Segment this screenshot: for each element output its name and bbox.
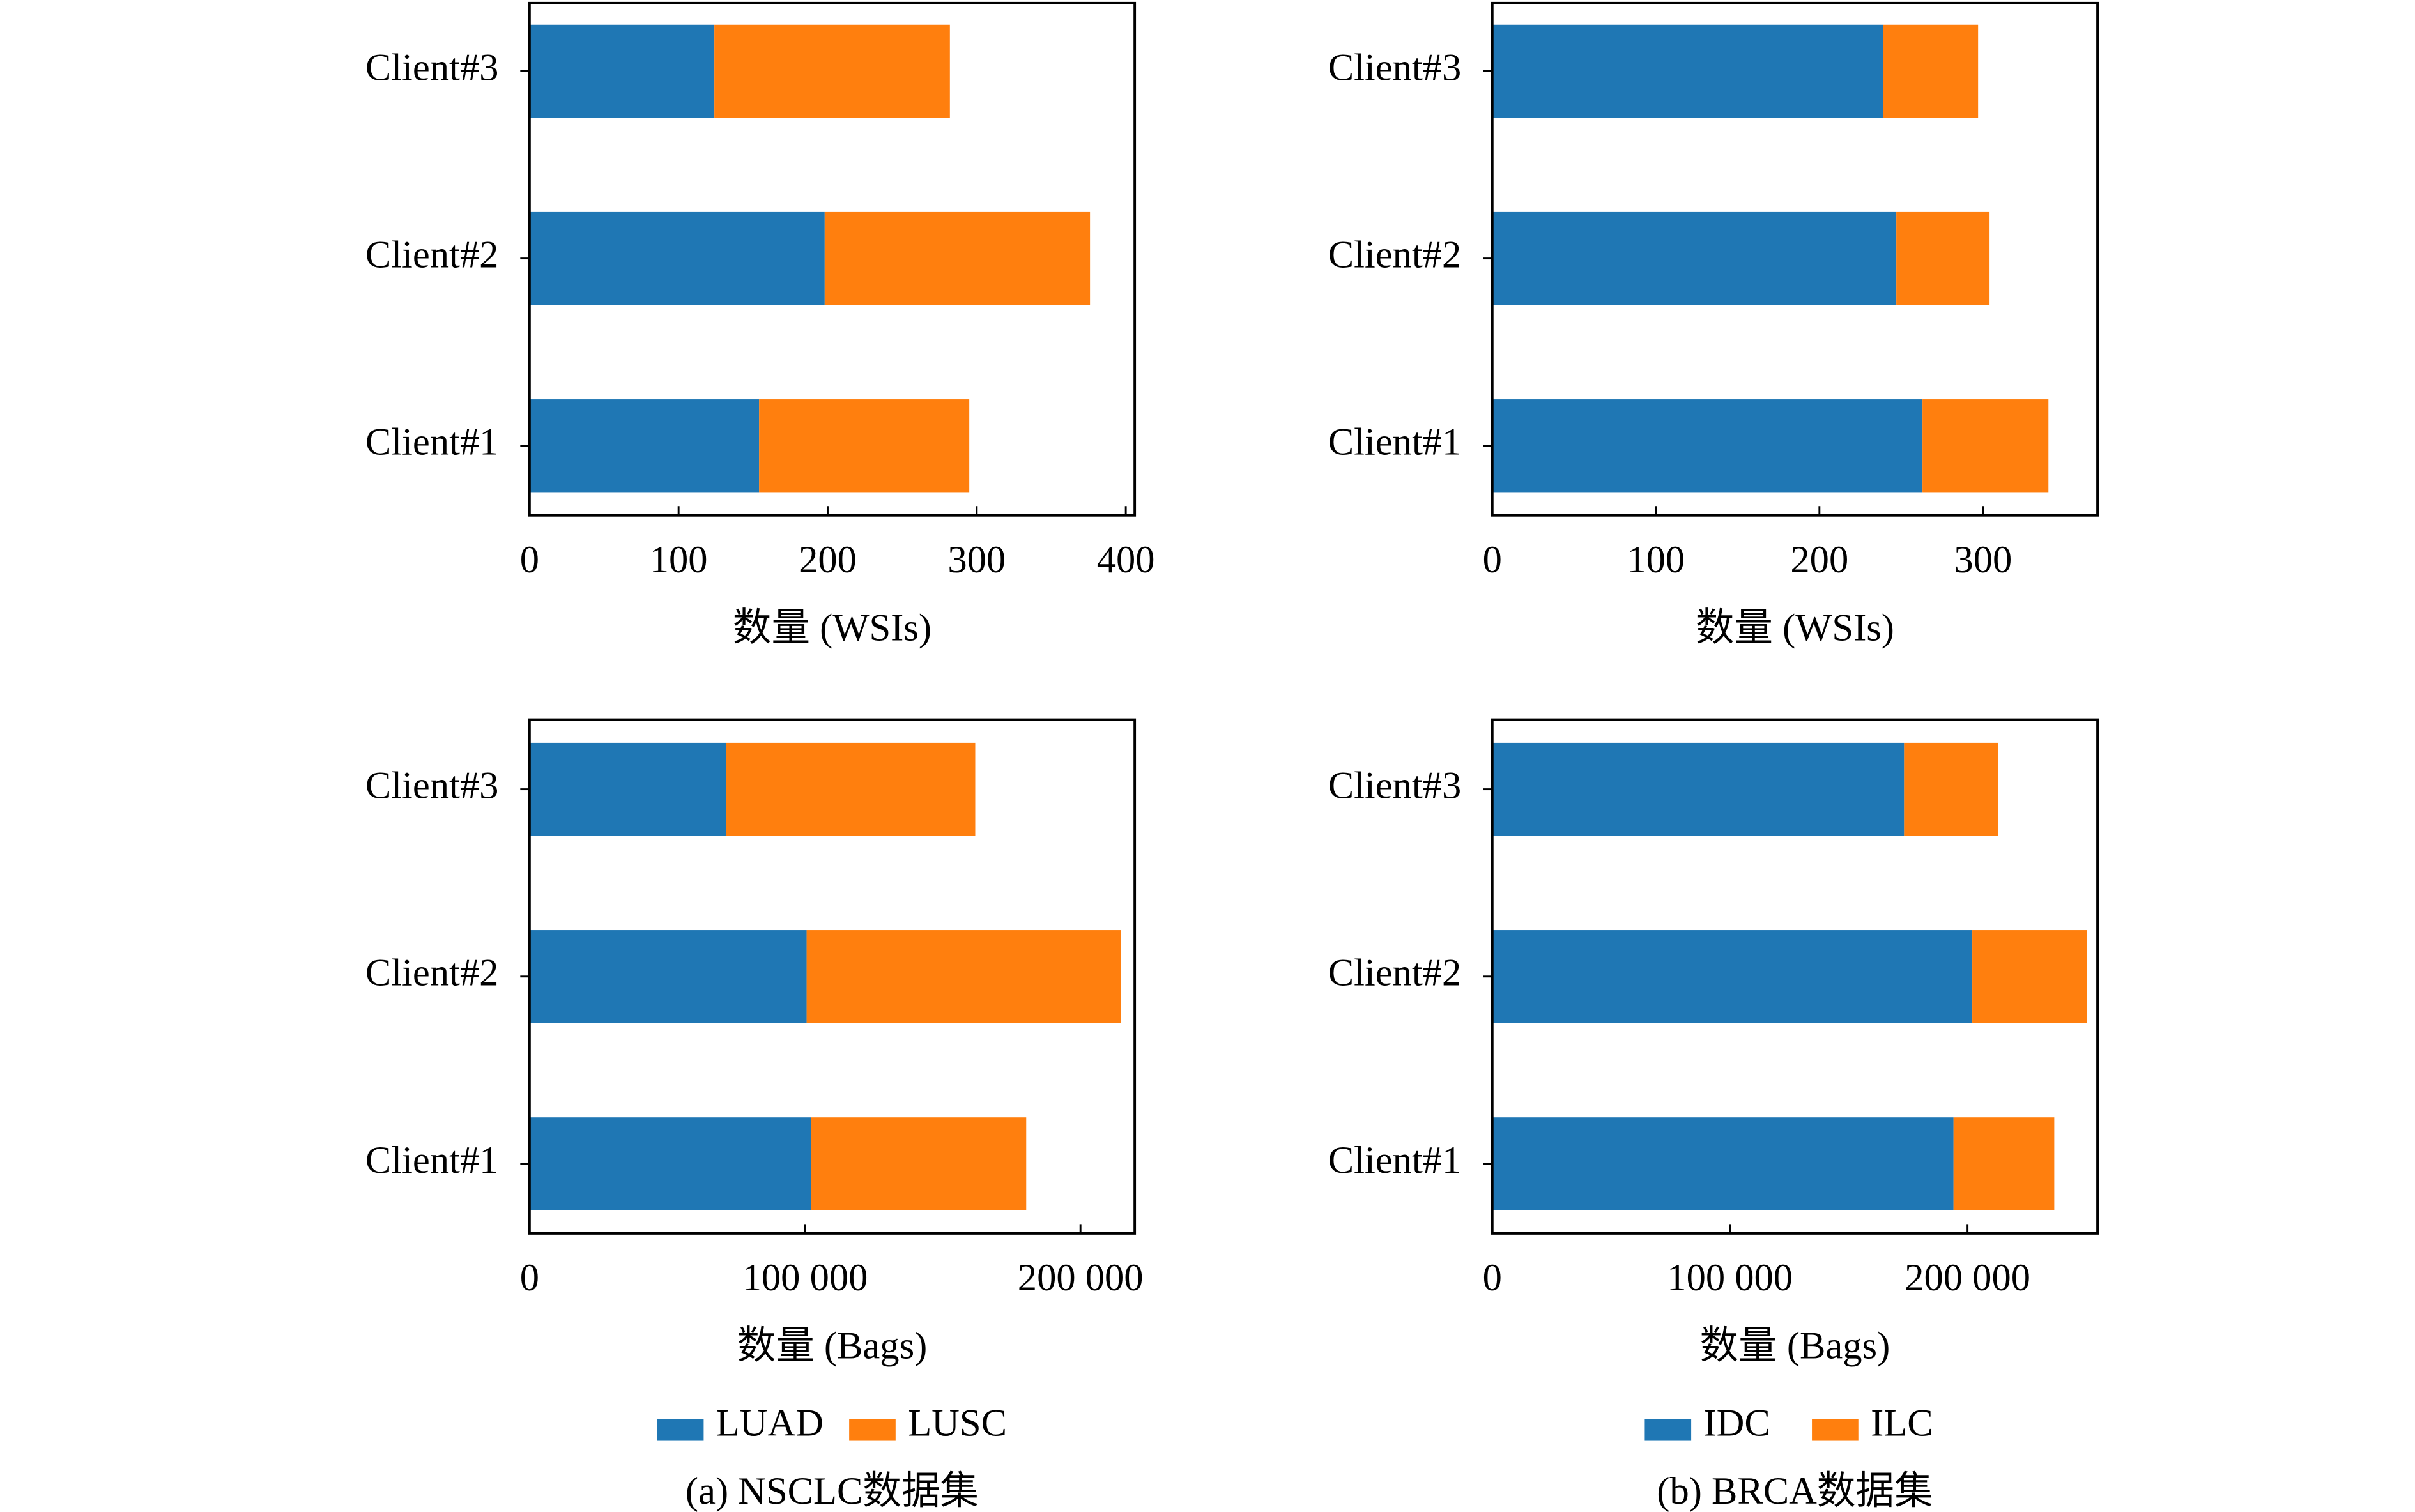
x-axis-label: 数量 (Bags) [1700, 1325, 1890, 1368]
plot-frame [528, 718, 1137, 1235]
bar-segment [726, 742, 976, 836]
bar-segment [1492, 742, 1905, 836]
bar-segment [1883, 24, 1979, 118]
x-tick-label: 0 [520, 1256, 539, 1299]
legend-swatch [657, 1419, 704, 1441]
legend-swatch [1644, 1419, 1692, 1441]
plot-frame [1491, 1, 2099, 517]
bar-segment [529, 211, 825, 305]
x-tick-label: 200 [1790, 538, 1848, 581]
x-tick-label: 0 [520, 538, 539, 581]
y-tick-label: Client#1 [1328, 421, 1462, 464]
bar-segment [1492, 930, 1973, 1023]
x-tick-label: 0 [1483, 1256, 1502, 1299]
plot-frame [528, 1, 1137, 517]
bar-segment [1492, 399, 1923, 493]
plot-frame [1491, 718, 2099, 1235]
bar-segment [1896, 211, 1990, 305]
bar-segment [824, 211, 1091, 305]
y-tick-label: Client#1 [365, 1139, 499, 1182]
bar-segment [529, 742, 726, 836]
x-axis-label: 数量 (Bags) [737, 1325, 928, 1368]
y-tick-label: Client#1 [365, 421, 499, 464]
x-tick-label: 200 [799, 538, 857, 581]
bar-segment [529, 399, 760, 493]
x-tick-label: 200 000 [1905, 1256, 2030, 1299]
y-tick-label: Client#3 [1328, 764, 1462, 807]
bar-segment [1492, 1117, 1954, 1210]
bar-segment [1492, 211, 1897, 305]
y-tick-label: Client#2 [1328, 233, 1462, 276]
bar-segment [1492, 24, 1883, 118]
y-tick-label: Client#1 [1328, 1139, 1462, 1182]
x-tick-label: 400 [1097, 538, 1155, 581]
x-tick-label: 300 [1954, 538, 2012, 581]
x-tick-label: 0 [1483, 538, 1502, 581]
bar-segment [529, 24, 715, 118]
x-axis-label: 数量 (WSIs) [733, 606, 931, 649]
legend-label: LUSC [908, 1402, 1007, 1445]
x-axis-label: 数量 (WSIs) [1696, 606, 1894, 649]
y-tick-label: Client#2 [365, 233, 499, 276]
y-tick-label: Client#2 [365, 952, 499, 995]
bar-segment [529, 930, 807, 1023]
y-tick-label: Client#3 [1328, 46, 1462, 89]
bar-segment [1904, 742, 1998, 836]
caption: (a) NSCLC数据集 [686, 1470, 979, 1512]
legend-label: ILC [1871, 1402, 1933, 1445]
legend-label: LUAD [716, 1402, 824, 1445]
x-tick-label: 100 000 [1667, 1256, 1793, 1299]
caption: (b) BRCA数据集 [1657, 1470, 1933, 1512]
x-tick-label: 300 [947, 538, 1006, 581]
bar-segment [811, 1117, 1027, 1210]
bar-segment [1972, 930, 2087, 1023]
bar-segment [714, 24, 950, 118]
x-tick-label: 100 [1627, 538, 1685, 581]
x-tick-label: 100 000 [742, 1256, 868, 1299]
bar-segment [1922, 399, 2049, 493]
legend-swatch [849, 1419, 896, 1441]
x-tick-label: 200 000 [1018, 1256, 1144, 1299]
y-tick-label: Client#3 [365, 764, 499, 807]
bar-segment [1953, 1117, 2055, 1210]
legend-swatch [1812, 1419, 1859, 1441]
bar-segment [806, 930, 1121, 1023]
y-tick-label: Client#3 [365, 46, 499, 89]
x-tick-label: 100 [650, 538, 708, 581]
bar-segment [529, 1117, 811, 1210]
y-tick-label: Client#2 [1328, 952, 1462, 995]
legend-label: IDC [1703, 1402, 1770, 1445]
bar-segment [759, 399, 970, 493]
